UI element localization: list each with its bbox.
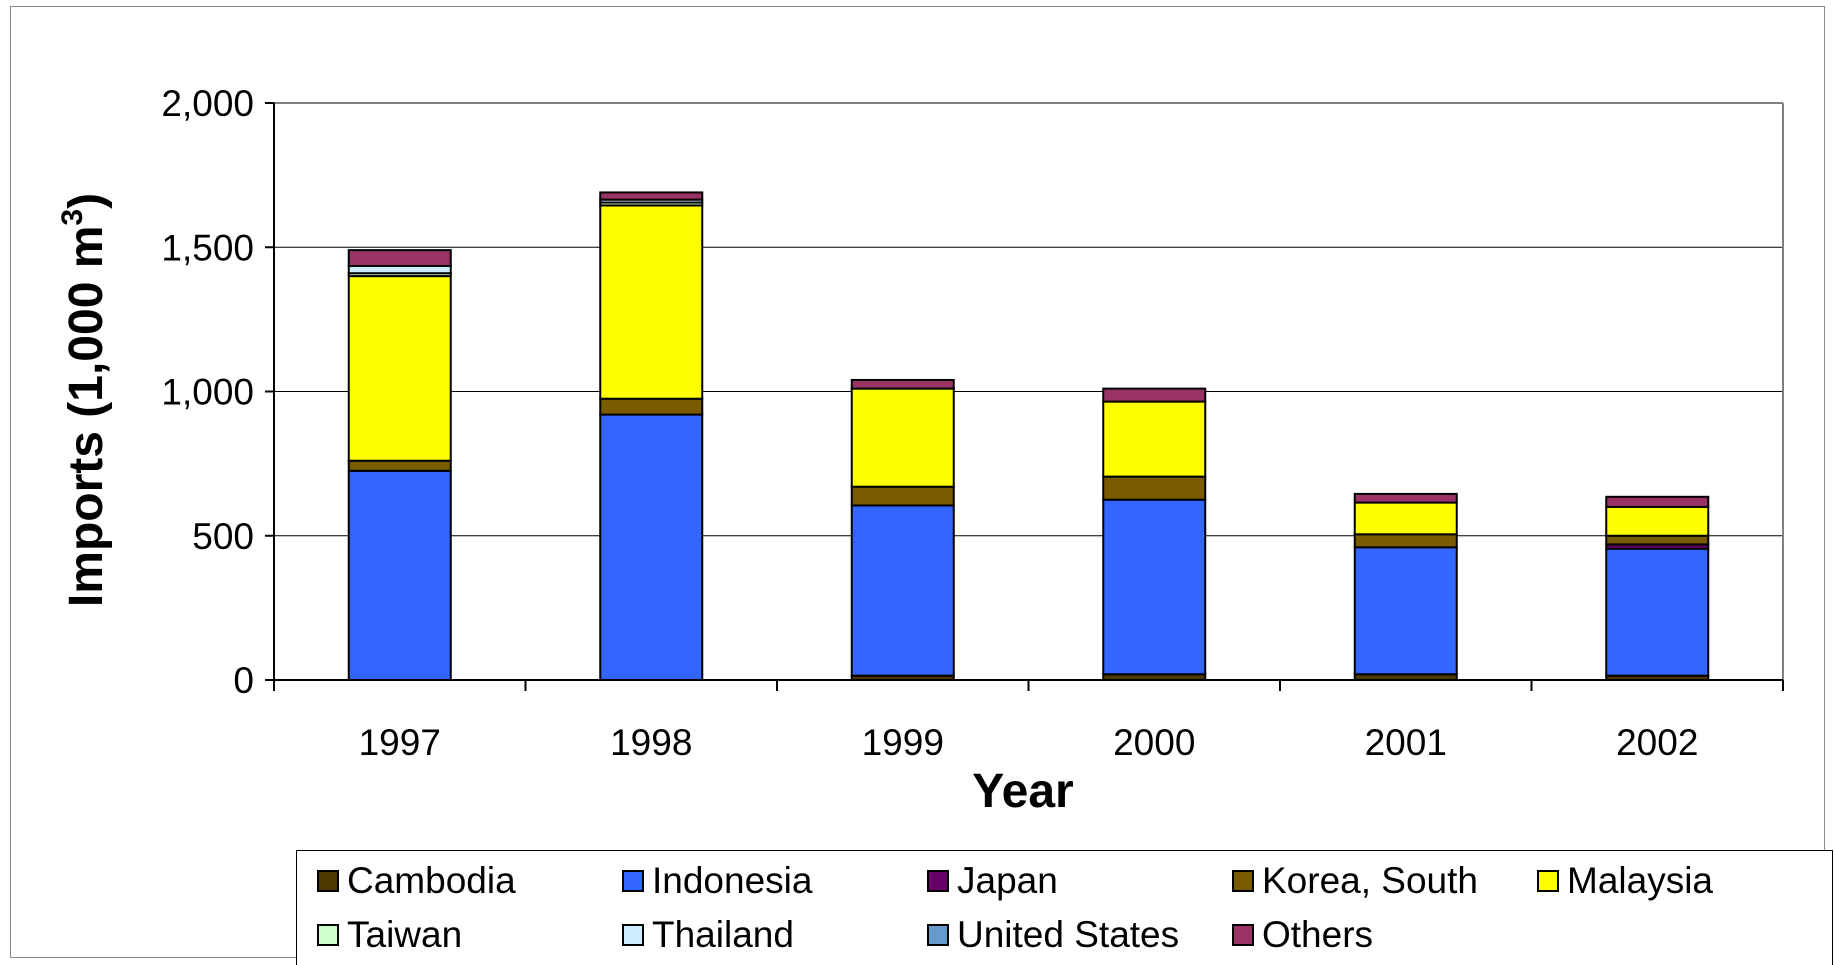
legend-label: Korea, South — [1262, 860, 1478, 901]
bar-segment-2001-others — [1353, 492, 1458, 504]
bar-segment-2000-malaysia — [1102, 400, 1207, 478]
legend-item-cambodia: Cambodia — [317, 860, 516, 902]
bar-segment-1999-others — [850, 378, 955, 390]
bar-segment-1997-indonesia — [347, 469, 452, 681]
y-tick-label-1: 500 — [192, 516, 254, 557]
legend-item-korea-south: Korea, South — [1232, 860, 1478, 902]
bar-segment-1998-indonesia — [599, 413, 704, 681]
bar-segment-1999-indonesia — [850, 504, 955, 677]
bar-segment-2000-korea-south — [1102, 475, 1207, 501]
legend-swatch — [927, 870, 949, 892]
bar-segment-1999-korea-south — [850, 485, 955, 507]
legend-label: Indonesia — [652, 860, 813, 901]
legend-item-indonesia: Indonesia — [622, 860, 812, 902]
y-tick-label-0: 0 — [233, 660, 254, 701]
legend-swatch — [1537, 870, 1559, 892]
legend-label: Cambodia — [347, 860, 516, 901]
legend-swatch — [927, 924, 949, 946]
legend-swatch — [317, 870, 339, 892]
bar-segment-1997-thailand — [347, 265, 452, 275]
y-tick-label-4: 2,000 — [161, 83, 254, 124]
x-tick-label-1999: 1999 — [862, 722, 944, 763]
legend-swatch — [622, 924, 644, 946]
bar-segment-2000-others — [1102, 387, 1207, 403]
bar-segment-1998-malaysia — [599, 204, 704, 400]
legend-label: Taiwan — [347, 914, 463, 955]
legend-item-taiwan: Taiwan — [317, 914, 462, 956]
legend-item-united-states: United States — [927, 914, 1179, 956]
legend-swatch — [317, 924, 339, 946]
legend-item-japan: Japan — [927, 860, 1058, 902]
legend-item-thailand: Thailand — [622, 914, 794, 956]
bar-segment-1998-korea-south — [599, 397, 704, 416]
x-axis-title: Year — [972, 765, 1073, 818]
legend-swatch — [1232, 870, 1254, 892]
bars — [347, 191, 1710, 681]
axis-labels: Year Imports (1,000 m3) — [56, 193, 1074, 818]
x-tick-label-1998: 1998 — [610, 722, 692, 763]
y-axis-title: Imports (1,000 m3) — [56, 193, 113, 607]
bar-segment-1997-others — [347, 249, 452, 268]
bar-segment-2002-indonesia — [1605, 547, 1710, 677]
y-tick-label-3: 1,500 — [161, 227, 254, 268]
bar-segment-2001-malaysia — [1353, 501, 1458, 536]
axes: 0 500 1,000 1,500 2,000 1997 1998 1999 2000 2001 2… — [161, 83, 1784, 763]
y-axis-title-main: Imports (1,000 m — [60, 226, 113, 607]
legend-item-malaysia: Malaysia — [1537, 860, 1713, 902]
legend-label: Thailand — [652, 914, 794, 955]
bar-segment-1998-others — [599, 191, 704, 201]
bar-segment-1999-malaysia — [850, 387, 955, 488]
legend-label: Japan — [957, 860, 1058, 901]
bar-segment-1997-korea-south — [347, 459, 452, 472]
gridlines — [274, 102, 1784, 680]
bar-segment-2000-indonesia — [1102, 498, 1207, 676]
legend-label: Malaysia — [1567, 860, 1713, 901]
bar-segment-2001-indonesia — [1353, 546, 1458, 676]
x-tick-label-2000: 2000 — [1113, 722, 1195, 763]
x-tick-label-2002: 2002 — [1616, 722, 1698, 763]
bar-segment-2002-others — [1605, 495, 1710, 508]
bar-segment-1997-malaysia — [347, 275, 452, 462]
y-tick-label-2: 1,000 — [161, 372, 254, 413]
legend-item-others: Others — [1232, 914, 1373, 956]
legend-swatch — [1232, 924, 1254, 946]
bar-segment-2001-korea-south — [1353, 533, 1458, 549]
y-axis-title-tail: ) — [60, 193, 113, 209]
bar-segment-2002-malaysia — [1605, 505, 1710, 537]
x-tick-label-1997: 1997 — [359, 722, 441, 763]
y-axis-title-sup: 3 — [56, 209, 89, 226]
legend-swatch — [622, 870, 644, 892]
legend: Cambodia Indonesia Japan Korea, South Malays… — [296, 850, 1833, 965]
legend-label: United States — [957, 914, 1180, 955]
legend-label: Others — [1262, 914, 1374, 955]
bar-segment-2002-korea-south — [1605, 534, 1710, 546]
x-tick-label-2001: 2001 — [1365, 722, 1447, 763]
